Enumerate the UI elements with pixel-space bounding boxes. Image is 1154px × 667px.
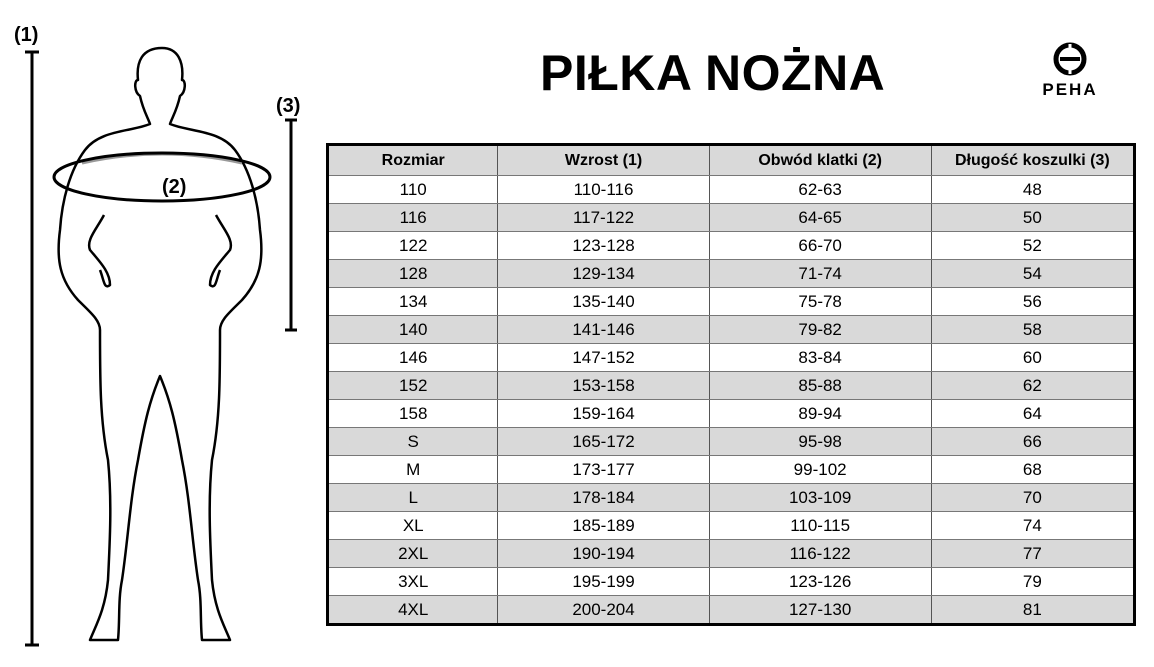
column-header: Rozmiar	[327, 144, 498, 176]
table-cell: 195-199	[497, 567, 710, 596]
body-measurement-figure	[25, 46, 297, 647]
peha-logo-icon	[1053, 42, 1087, 76]
table-cell: 50	[930, 203, 1135, 232]
table-cell: 99-102	[708, 455, 932, 484]
table-cell: 70	[930, 483, 1135, 512]
column-header: Wzrost (1)	[497, 144, 710, 176]
table-cell: 158	[327, 399, 498, 428]
table-row: 122 123-128 66-70 52	[327, 231, 1135, 260]
table-cell: 152	[327, 371, 498, 400]
table-cell: 110	[327, 175, 498, 204]
table-cell: 140	[327, 315, 498, 344]
table-cell: 110-115	[708, 511, 932, 540]
table-cell: 52	[930, 231, 1135, 260]
table-cell: 123-128	[497, 231, 710, 260]
chest-circumference-ellipse	[52, 151, 272, 203]
table-cell: 62	[930, 371, 1135, 400]
table-cell: 135-140	[497, 287, 710, 316]
table-row: 4XL 200-204 127-130 81	[327, 595, 1135, 625]
brand-logo: PEHA	[1030, 40, 1110, 102]
page-title: PIŁKA NOŻNA	[540, 45, 886, 101]
length-label: (3)	[276, 95, 301, 117]
table-cell: 122	[327, 231, 498, 260]
table-row: XL 185-189 110-115 74	[327, 511, 1135, 540]
column-header: Obwód klatki (2)	[708, 144, 932, 176]
table-cell: 134	[327, 287, 498, 316]
table-cell: 129-134	[497, 259, 710, 288]
table-cell: L	[327, 483, 498, 512]
table-row: 2XL 190-194 116-122 77	[327, 539, 1135, 568]
table-cell: S	[327, 427, 498, 456]
table-row: 158 159-164 89-94 64	[327, 399, 1135, 428]
table-cell: 173-177	[497, 455, 710, 484]
table-cell: 178-184	[497, 483, 710, 512]
table-cell: 48	[930, 175, 1135, 204]
table-cell: 79	[930, 567, 1135, 596]
table-cell: 74	[930, 511, 1135, 540]
table-cell: 95-98	[708, 427, 932, 456]
table-cell: 116	[327, 203, 498, 232]
chest-label: (2)	[162, 176, 187, 198]
table-cell: 68	[930, 455, 1135, 484]
table-row: 128 129-134 71-74 54	[327, 259, 1135, 288]
table-cell: 3XL	[327, 567, 498, 596]
table-cell: 4XL	[327, 595, 498, 625]
table-cell: 116-122	[708, 539, 932, 568]
table-cell: 153-158	[497, 371, 710, 400]
table-cell: 110-116	[497, 175, 710, 204]
table-row: 110 110-116 62-63 48	[327, 175, 1135, 204]
table-row: M 173-177 99-102 68	[327, 455, 1135, 484]
table-cell: 81	[930, 595, 1135, 625]
table-cell: 200-204	[497, 595, 710, 625]
table-cell: 159-164	[497, 399, 710, 428]
table-cell: 75-78	[708, 287, 932, 316]
table-row: L 178-184 103-109 70	[327, 483, 1135, 512]
table-cell: 83-84	[708, 343, 932, 372]
table-cell: 2XL	[327, 539, 498, 568]
table-cell: 56	[930, 287, 1135, 316]
height-measure-bar	[25, 50, 39, 647]
table-row: S 165-172 95-98 66	[327, 427, 1135, 456]
table-cell: 60	[930, 343, 1135, 372]
table-cell: 66-70	[708, 231, 932, 260]
table-cell: 62-63	[708, 175, 932, 204]
column-header: Długość koszulki (3)	[930, 144, 1135, 176]
table-row: 146 147-152 83-84 60	[327, 343, 1135, 372]
table-cell: 147-152	[497, 343, 710, 372]
human-silhouette-outline	[57, 46, 263, 642]
table-header-row: Rozmiar Wzrost (1) Obwód klatki (2) Długość…	[327, 144, 1135, 176]
table-cell: 79-82	[708, 315, 932, 344]
table-cell: 103-109	[708, 483, 932, 512]
table-row: 134 135-140 75-78 56	[327, 287, 1135, 316]
table-cell: 85-88	[708, 371, 932, 400]
table-row: 152 153-158 85-88 62	[327, 371, 1135, 400]
table-cell: 123-126	[708, 567, 932, 596]
table-cell: 185-189	[497, 511, 710, 540]
table-cell: 66	[930, 427, 1135, 456]
table-cell: 89-94	[708, 399, 932, 428]
table-cell: 165-172	[497, 427, 710, 456]
table-cell: 77	[930, 539, 1135, 568]
size-table: Rozmiar Wzrost (1) Obwód klatki (2) Długość…	[326, 143, 1136, 626]
table-cell: 141-146	[497, 315, 710, 344]
table-cell: 146	[327, 343, 498, 372]
table-cell: 54	[930, 259, 1135, 288]
table-row: 140 141-146 79-82 58	[327, 315, 1135, 344]
table-row: 3XL 195-199 123-126 79	[327, 567, 1135, 596]
table-cell: 190-194	[497, 539, 710, 568]
table-cell: 127-130	[708, 595, 932, 625]
table-cell: XL	[327, 511, 498, 540]
table-cell: M	[327, 455, 498, 484]
brand-name: PEHA	[1042, 80, 1098, 99]
table-cell: 128	[327, 259, 498, 288]
table-cell: 64-65	[708, 203, 932, 232]
table-row: 116 117-122 64-65 50	[327, 203, 1135, 232]
table-cell: 58	[930, 315, 1135, 344]
table-cell: 71-74	[708, 259, 932, 288]
table-cell: 64	[930, 399, 1135, 428]
length-measure-bar	[285, 118, 297, 332]
height-label: (1)	[14, 24, 39, 46]
table-cell: 117-122	[497, 203, 710, 232]
